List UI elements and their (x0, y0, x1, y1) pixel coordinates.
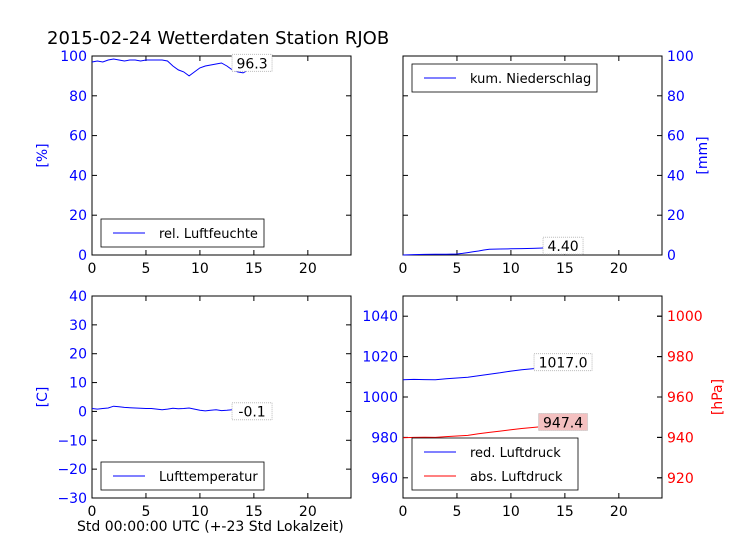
x-tick-label: 20 (610, 261, 628, 277)
x-tick-label: 5 (452, 261, 461, 277)
legend-label: kum. Niederschlag (470, 72, 591, 87)
y-axis-label: [mm] (695, 136, 711, 174)
x-tick-label: 10 (191, 261, 209, 277)
y-tick-label: 100 (60, 49, 87, 65)
y-axis-label: [C] (35, 387, 51, 408)
last-value-label: 96.3 (236, 56, 267, 72)
y-tick-label: 30 (69, 318, 87, 334)
y-tick-label: −10 (57, 433, 87, 449)
x-tick-label: 5 (141, 261, 150, 277)
y-tick-label: 0 (78, 404, 87, 420)
figure-title: 2015-02-24 Wetterdaten Station RJOB (47, 28, 389, 49)
last-value-box (533, 353, 593, 372)
last-value-label: -0.1 (238, 405, 265, 421)
y-tick-label: 20 (69, 208, 87, 224)
legend-label: rel. Luftfeuchte (159, 227, 258, 242)
y-tick-label: 1020 (362, 350, 398, 366)
y-tick-label: 100 (667, 49, 694, 65)
y-tick-label: 40 (69, 289, 87, 305)
y-right-tick-label: 920 (667, 471, 694, 487)
y-tick-label: 60 (69, 129, 87, 145)
y-right-axis-label: [hPa] (710, 379, 726, 415)
x-axis-label: Std 00:00:00 UTC (+-23 Std Lokalzeit) (77, 519, 344, 535)
panel-precipitation: 0 5 10 15 20 0 20 40 60 80 100 [mm] 4.40 kum. Nieders… (399, 49, 711, 277)
x-tick-label: 10 (502, 504, 520, 520)
y-tick-label: 1000 (362, 390, 398, 406)
y-tick-label: 0 (78, 248, 87, 264)
x-tick-label: 10 (191, 504, 209, 520)
x-tick-label: 15 (245, 261, 263, 277)
y-axis-label: [%] (35, 143, 51, 167)
last-value-label: 1017.0 (539, 356, 588, 372)
x-tick-label: 10 (502, 261, 520, 277)
panel-temperature: 0 5 10 15 20 −30 −20 −10 0 10 20 30 40 [C] -0.1 Lufttem… (35, 289, 352, 520)
legend-label: abs. Luftdruck (470, 470, 563, 485)
y-right-tick-label: 1000 (667, 309, 703, 325)
y-tick-label: 960 (371, 471, 398, 487)
series-line-humidity-0 (91, 58, 271, 77)
x-tick-label: 20 (299, 504, 317, 520)
y-tick-label: 40 (69, 168, 87, 184)
y-tick-label: −20 (57, 462, 87, 478)
x-tick-label: 0 (88, 504, 97, 520)
last-value-label: 4.40 (547, 239, 578, 255)
x-tick-label: 20 (299, 261, 317, 277)
y-tick-label: 20 (667, 208, 685, 224)
x-tick-label: 15 (556, 261, 574, 277)
x-tick-label: 20 (610, 504, 628, 520)
plot-frame (91, 55, 352, 256)
y-tick-label: 80 (69, 89, 87, 105)
y-tick-label: 980 (371, 430, 398, 446)
last-value-box (538, 412, 589, 431)
y-right-tick-label: 980 (667, 350, 694, 366)
legend-label: Lufttemperatur (159, 470, 258, 485)
x-tick-label: 15 (556, 504, 574, 520)
y-tick-label: 60 (667, 129, 685, 145)
y-tick-label: 0 (667, 248, 676, 264)
plot-frame (91, 295, 352, 499)
last-value-box (231, 53, 273, 72)
y-right-tick-label: 940 (667, 430, 694, 446)
plot-frame (402, 55, 663, 256)
y-tick-label: 80 (667, 89, 685, 105)
y-right-tick-label: 960 (667, 390, 694, 406)
x-tick-label: 5 (141, 504, 150, 520)
x-tick-label: 0 (399, 261, 408, 277)
last-value-box (231, 402, 273, 421)
last-value-label: 947.4 (543, 415, 583, 431)
y-tick-label: 10 (69, 376, 87, 392)
x-tick-label: 15 (245, 504, 263, 520)
legend-label: red. Luftdruck (470, 446, 561, 461)
y-tick-label: 1040 (362, 309, 398, 325)
panel-pressure: 0 5 10 15 20 960 980 1000 1020 1040 920 940 960 980 10… (362, 295, 726, 520)
legend-box (411, 437, 579, 491)
x-tick-label: 5 (452, 504, 461, 520)
y-tick-label: −30 (57, 491, 87, 507)
x-tick-label: 0 (399, 504, 408, 520)
panel-humidity: 0 5 10 15 20 0 20 40 60 80 100 [%] 96.3 rel. Luftfeuc… (35, 49, 352, 277)
y-tick-label: 20 (69, 347, 87, 363)
last-value-box (542, 236, 584, 255)
y-tick-label: 40 (667, 168, 685, 184)
x-tick-label: 0 (88, 261, 97, 277)
